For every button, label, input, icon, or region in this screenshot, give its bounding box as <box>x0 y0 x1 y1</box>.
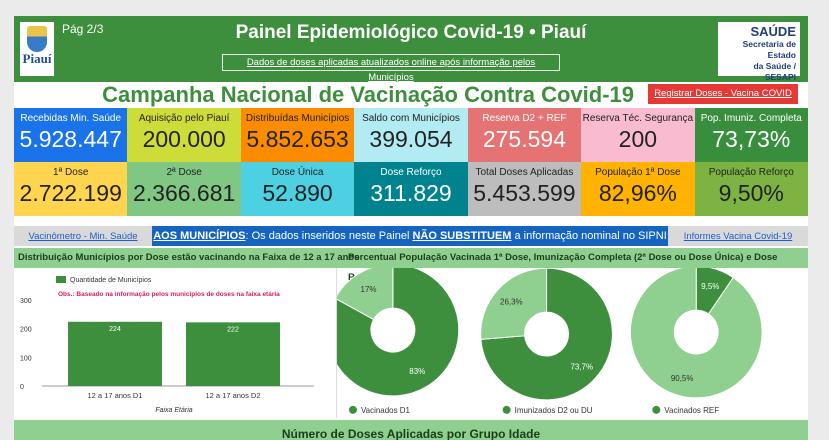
informes-link[interactable]: Informes Vacina Covid-19 <box>683 230 793 242</box>
legend-dot <box>652 405 661 414</box>
y-tick-label: 300 <box>20 298 32 305</box>
legend-label: Imunizados D2 ou DU <box>515 406 593 415</box>
kpi-label: Pop. Imuniz. Completa <box>700 113 802 124</box>
kpi-value: 2.722.199 <box>19 180 122 206</box>
kpi-value: 5.852.653 <box>246 126 349 152</box>
legend-dot <box>502 405 511 414</box>
kpi-label: Dose Reforço <box>380 167 442 178</box>
sesapi-logo: SAÚDE Secretaria de Estado da Saúde / SESA… <box>718 22 800 82</box>
kpi-value: 200 <box>618 126 658 152</box>
kpi-value: 2.366.681 <box>132 180 236 206</box>
dashboard-page: Piauí Pág 2/3 Painel Epidemiológico Covi… <box>14 16 808 440</box>
kpi-card: População Reforço 9,50% <box>694 162 808 216</box>
slice-label: 83% <box>409 367 425 376</box>
notice-text: AOS MUNICÍPIOS: Os dados inseridos neste… <box>152 226 668 246</box>
bar <box>68 321 162 386</box>
kpi-card: Distribuídas Municípios 5.852.653 <box>240 108 355 162</box>
kpi-value: 82,96% <box>598 180 677 206</box>
left-section-title: Distribuição Municípios por Dose estão v… <box>18 252 360 263</box>
kpi-card: Saldo com Municípios 399.054 <box>354 108 468 162</box>
bar-data-label: 222 <box>227 326 239 333</box>
bar-chart: Quantidade de Municípios Obs.: Baseado na… <box>20 276 314 414</box>
legend-label: Quantidade de Municípios <box>70 277 152 284</box>
kpi-card: Reserva D2 + REF 275.594 <box>467 108 582 162</box>
slice-label: 26,3% <box>500 298 523 307</box>
donut-charts: 83% 17% Vacinados D1 73,7% 26,3% Imunizados D… <box>336 268 763 418</box>
legend-label: Vacinados D1 <box>361 406 411 415</box>
donut-slice <box>337 268 394 321</box>
legend-swatch <box>56 276 66 283</box>
kpi-label: População Reforço <box>708 167 794 178</box>
kpi-card: Dose Reforço 311.829 <box>354 162 468 216</box>
y-tick-label: 200 <box>20 327 32 334</box>
kpi-label: Recebidas Min. Saúde <box>20 113 122 124</box>
piaui-logo: Piauí <box>20 22 54 76</box>
kpi-value: 5.928.447 <box>19 126 122 152</box>
kpi-value: 275.594 <box>482 126 566 152</box>
section-header: Distribuição Municípios por Dose estão v… <box>14 248 808 283</box>
bar-data-label: 224 <box>109 326 121 333</box>
donut-slice <box>337 268 460 397</box>
kpi-card: População 1ª Dose 82,96% <box>581 162 695 216</box>
kpi-label: Dose Única <box>271 167 324 178</box>
kpi-label: População 1ª Dose <box>595 167 681 178</box>
kpi-card: Pop. Imuniz. Completa 73,73% <box>694 108 808 162</box>
campaign-title: Campanha Nacional de Vacinação Contra Co… <box>102 82 634 107</box>
slice-label: 9,5% <box>701 282 719 291</box>
register-doses-button[interactable]: Registrar Doses - Vacina COVID <box>648 84 798 104</box>
update-note-link[interactable]: Dados de doses aplicadas atualizados onl… <box>222 54 560 83</box>
donut-slice <box>480 268 548 340</box>
kpi-cards: Recebidas Min. Saúde 5.928.447 Aquisição p… <box>14 108 808 216</box>
kpi-card: Aquisição pelo Piauí 200.000 <box>127 108 241 162</box>
kpi-card: Reserva Téc. Segurança 200 <box>581 108 695 162</box>
kpi-card: 2ª Dose 2.366.681 <box>127 162 241 216</box>
x-tick-label: 12 a 17 anos D2 <box>205 391 260 400</box>
kpi-label: Total Doses Aplicadas <box>475 167 574 178</box>
kpi-label: 2ª Dose <box>166 167 202 178</box>
kpi-label: Distribuídas Municípios <box>245 113 350 124</box>
legend-label: Vacinados REF <box>664 406 719 415</box>
page-indicator: Pág 2/3 <box>62 22 104 36</box>
kpi-label: Aquisição pelo Piauí <box>138 113 230 124</box>
slice-label: 17% <box>361 285 377 294</box>
kpi-value: 311.829 <box>370 180 452 206</box>
y-tick-label: 0 <box>20 384 24 391</box>
kpi-card: Total Doses Aplicadas 5.453.599 <box>467 162 582 216</box>
y-tick-label: 100 <box>20 355 32 362</box>
kpi-label: Reserva Téc. Segurança <box>582 113 694 124</box>
kpi-value: 52.890 <box>262 180 333 206</box>
kpi-label: Reserva D2 + REF <box>482 113 567 124</box>
kpi-label: 1ª Dose <box>53 167 89 178</box>
kpi-value: 73,73% <box>712 126 791 152</box>
vacinometro-link[interactable]: Vacinômetro - Min. Saúde <box>28 230 138 242</box>
page-title: Painel Epidemiológico Covid-19 • Piauí <box>235 22 587 43</box>
bottom-section-title: Número de Doses Aplicadas por Grupo Idad… <box>14 420 808 440</box>
kpi-value: 9,50% <box>718 180 784 206</box>
kpi-card: Dose Única 52.890 <box>240 162 355 216</box>
kpi-value: 399.054 <box>369 126 453 152</box>
kpi-label: Saldo com Municípios <box>362 113 460 124</box>
header: Piauí Pág 2/3 Painel Epidemiológico Covi… <box>14 16 808 83</box>
slice-label: 73,7% <box>570 362 593 371</box>
chart-note: Obs.: Baseado na informação pelos municí… <box>58 291 280 298</box>
x-tick-label: 12 a 17 anos D1 <box>87 391 142 400</box>
x-axis-label: Faixa Etária <box>155 407 192 414</box>
legend-dot <box>348 405 357 414</box>
kpi-card: 1ª Dose 2.722.199 <box>14 162 128 216</box>
donut-slice <box>629 268 763 399</box>
kpi-card: Recebidas Min. Saúde 5.928.447 <box>14 108 128 162</box>
kpi-value: 5.453.599 <box>473 180 576 206</box>
notice-banner: Vacinômetro - Min. Saúde AOS MUNICÍPIOS:… <box>14 226 808 246</box>
bar <box>186 322 280 386</box>
donut-slice <box>480 268 613 401</box>
kpi-value: 200.000 <box>142 126 226 152</box>
slice-label: 90,5% <box>671 374 694 383</box>
